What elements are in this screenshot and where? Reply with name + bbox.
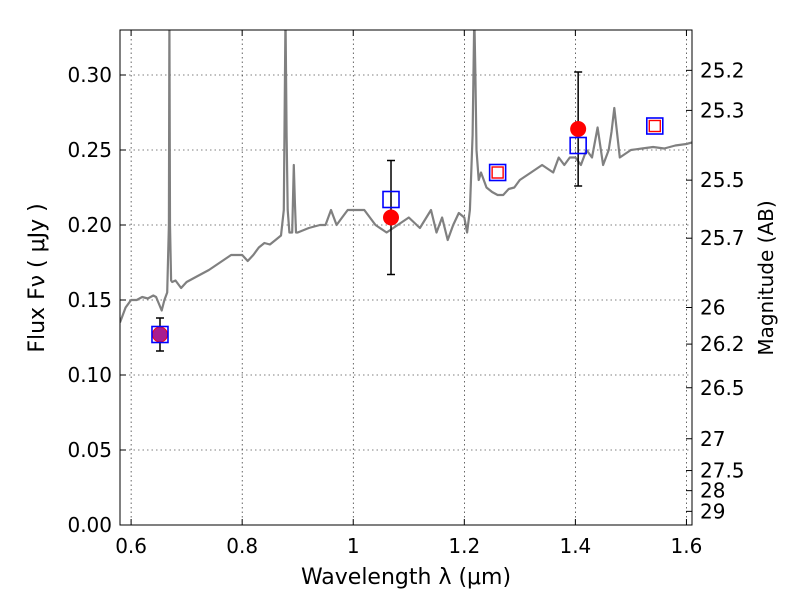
spectrum-line: [120, 30, 692, 323]
x-axis: 0.6 0.8 1 1.2 1.4 1.6: [115, 30, 702, 558]
right-tick-label: 25.3: [700, 98, 745, 122]
model-square: [488, 163, 507, 182]
x-tick-label: 1.6: [671, 534, 703, 558]
y-axis-label-right: Magnitude (AB): [754, 200, 778, 355]
y-axis-left: 0.00 0.05 0.10 0.15 0.20 0.25 0.30: [67, 63, 126, 537]
y-tick-label: 0.15: [67, 288, 112, 312]
data-points: [151, 71, 664, 352]
y-tick-label: 0.25: [67, 138, 112, 162]
x-tick-label: 0.6: [115, 534, 147, 558]
y-tick-label: 0.30: [67, 63, 112, 87]
right-tick-label: 25.5: [700, 168, 745, 192]
model-square: [645, 117, 664, 135]
right-tick-label: 26.5: [700, 376, 745, 400]
y-axis-label-left: Flux Fν ( μJy ): [25, 203, 50, 352]
right-tick-label: 27: [700, 427, 725, 451]
right-tick-label: 28: [700, 479, 725, 503]
overlap-point: [152, 327, 167, 342]
right-tick-label: 29: [700, 499, 725, 523]
observed-point: [570, 121, 587, 137]
y-tick-label: 0.10: [67, 363, 112, 387]
model-square: [569, 136, 587, 155]
observed-point: [383, 209, 400, 226]
model-square: [382, 190, 400, 209]
model-inner-square: [491, 166, 504, 179]
x-tick-label: 0.8: [226, 534, 258, 558]
plot-frame: [119, 29, 693, 526]
spectrum: [120, 30, 692, 323]
right-tick-label: 26: [700, 296, 725, 320]
right-tick-label: 25.7: [700, 226, 745, 250]
model-inner-square: [648, 119, 661, 133]
x-tick-label: 1.4: [559, 534, 591, 558]
x-tick-label: 1.2: [448, 534, 480, 558]
y-tick-label: 0.05: [67, 438, 112, 462]
right-tick-label: 25.2: [700, 58, 745, 82]
right-tick-label: 26.2: [700, 332, 745, 356]
x-tick-label: 1: [347, 534, 360, 558]
grid: [120, 30, 692, 526]
x-axis-label: Wavelength λ (μm): [301, 565, 511, 590]
y-tick-label: 0.20: [67, 213, 112, 237]
right-tick-label: 27.5: [700, 459, 745, 483]
model-square: [151, 325, 169, 344]
y-tick-label: 0.00: [67, 513, 112, 537]
